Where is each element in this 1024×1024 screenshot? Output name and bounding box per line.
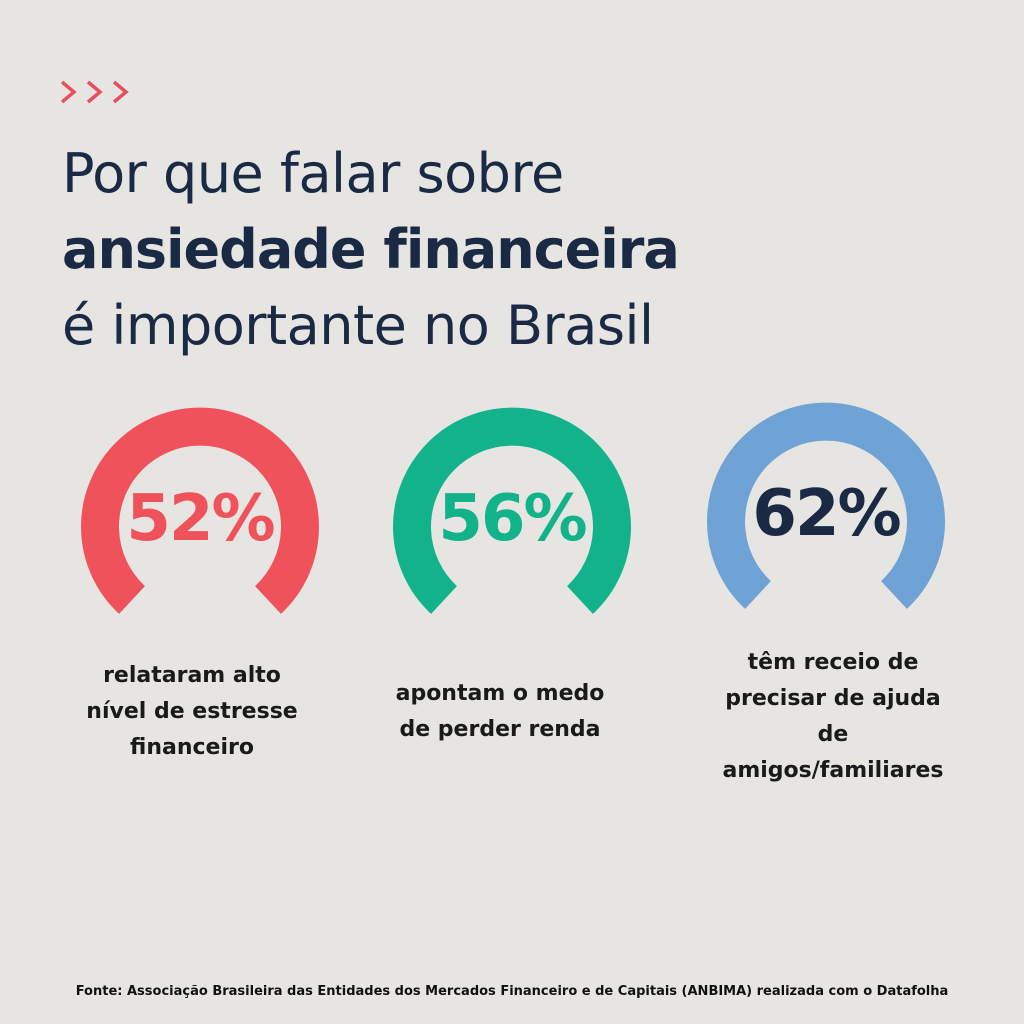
triple-chevron-right-icon <box>60 78 140 112</box>
stat-caption-3: têm receio de precisar de ajuda de amigo… <box>703 645 963 789</box>
caption-line: nível de estresse <box>86 699 298 724</box>
title-line-2: ansiedade financeira <box>62 218 680 281</box>
caption-line: relataram alto <box>103 663 281 688</box>
gauge-arc-2 <box>393 407 631 614</box>
caption-line: precisar de ajuda <box>725 686 941 711</box>
gauge-arc-3 <box>707 402 945 609</box>
stat-value-3: 62% <box>752 477 901 551</box>
stat-gauge-3: 62% <box>696 395 956 635</box>
page-title: Por que falar sobre ansiedade financeira… <box>62 138 680 362</box>
stat-gauge-2: 56% <box>382 400 642 640</box>
source-footnote: Fonte: Associação Brasileira das Entidad… <box>75 984 949 999</box>
caption-line: têm receio de <box>747 650 919 675</box>
caption-line: apontam o medo <box>395 681 605 706</box>
caption-line: financeiro <box>130 735 254 760</box>
title-line-1: Por que falar sobre <box>62 142 564 205</box>
gauge-arc-1 <box>81 407 319 614</box>
caption-line: de <box>817 722 849 747</box>
title-line-3: é importante no Brasil <box>62 294 654 357</box>
stat-value-2: 56% <box>438 482 587 556</box>
stat-caption-2: apontam o medo de perder renda <box>370 676 630 748</box>
caption-line: de perder renda <box>399 717 601 742</box>
stat-gauge-1: 52% <box>70 400 330 640</box>
stat-value-1: 52% <box>126 482 275 556</box>
stat-caption-1: relataram alto nível de estresse finance… <box>62 658 322 766</box>
caption-line: amigos/familiares <box>722 758 944 783</box>
